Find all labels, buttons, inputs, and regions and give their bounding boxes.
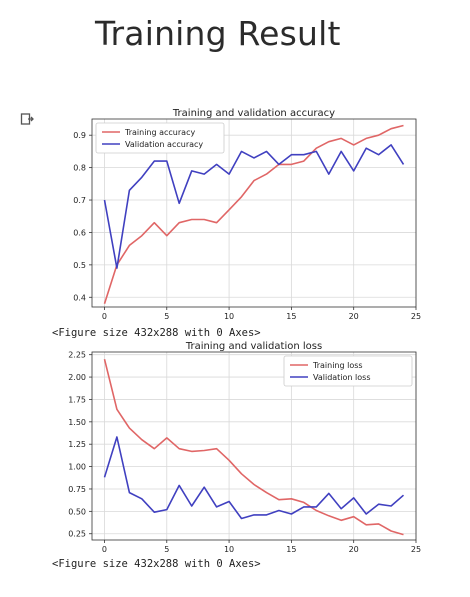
loss-y-tick-label: 0.50: [68, 507, 86, 516]
acc-legend-label: Training accuracy: [124, 128, 195, 137]
acc-chart-title: Training and validation accuracy: [172, 108, 335, 119]
loss-x-tick-label: 10: [224, 545, 234, 554]
loss-y-tick-label: 1.00: [68, 463, 86, 472]
loss-y-tick-label: 1.75: [68, 395, 86, 404]
loss-legend-label: Training loss: [312, 361, 363, 370]
loss-y-tick-label: 1.25: [68, 440, 86, 449]
loss-y-tick-label: 1.50: [68, 418, 86, 427]
figure-caption-1: <Figure size 432x288 with 0 Axes>: [52, 327, 261, 339]
loss-x-tick-label: 15: [286, 545, 296, 554]
acc-y-tick-label: 0.7: [73, 196, 86, 205]
acc-y-tick-label: 0.9: [73, 131, 86, 140]
loss-x-tick-label: 5: [164, 545, 169, 554]
loss-x-tick-label: 20: [349, 545, 359, 554]
acc-legend-box: [95, 122, 225, 154]
loss-legend-box: [283, 355, 413, 387]
acc-legend: Training accuracy Validation accuracy: [95, 122, 225, 154]
acc-y-tick-label: 0.4: [73, 293, 86, 302]
figure-caption-2: <Figure size 432x288 with 0 Axes>: [52, 558, 261, 570]
loss-series-validation-loss: [103, 436, 405, 520]
acc-x-tick-label: 10: [224, 312, 234, 321]
acc-y-tick-label: 0.6: [73, 228, 86, 237]
loss-x-tick-label: 0: [102, 545, 107, 554]
acc-y-tick-label: 0.5: [73, 261, 86, 270]
loss-legend: Training loss Validation loss: [283, 355, 413, 387]
accuracy-chart: Training and validation accuracy 0 5 10 15 20…: [50, 108, 430, 326]
acc-series-validation-accuracy: [103, 144, 405, 269]
acc-x-tick-label: 25: [411, 312, 421, 321]
loss-y-tick-label: 0.75: [68, 485, 86, 494]
loss-chart: Training and validation loss 0 5 10 15 20 25 0.…: [50, 341, 430, 559]
acc-y-tick-label: 0.8: [73, 164, 86, 173]
acc-x-tick-label: 20: [349, 312, 359, 321]
acc-legend-label: Validation accuracy: [125, 140, 203, 149]
acc-x-tick-label: 5: [164, 312, 169, 321]
acc-x-tick-label: 15: [286, 312, 296, 321]
acc-series-training-accuracy: [103, 124, 404, 305]
acc-x-tick-label: 0: [102, 312, 107, 321]
acc-plot-frame: [91, 118, 417, 308]
loss-legend-label: Validation loss: [313, 373, 371, 382]
loss-plot-frame: [91, 351, 417, 541]
loss-y-tick-label: 2.25: [68, 351, 86, 360]
loss-chart-title: Training and validation loss: [185, 341, 322, 352]
page-title: Training Result: [95, 14, 341, 53]
loss-y-tick-label: 0.25: [68, 530, 86, 539]
loss-y-tick-label: 2.00: [68, 373, 86, 382]
loss-series-training-loss: [103, 359, 404, 536]
loss-x-tick-label: 25: [411, 545, 421, 554]
output-cell-icon[interactable]: [20, 112, 34, 126]
